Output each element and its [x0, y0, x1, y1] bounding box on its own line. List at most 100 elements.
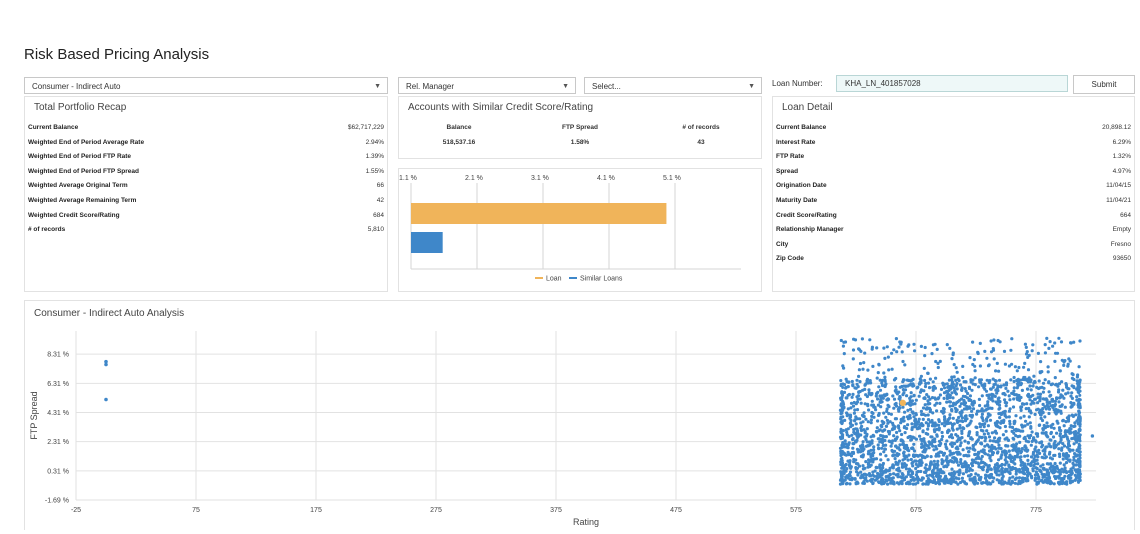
scatter-point: [1008, 422, 1012, 426]
scatter-point: [1065, 482, 1069, 486]
scatter-point: [918, 463, 922, 467]
scatter-point: [934, 359, 938, 364]
scatter-point: [1068, 449, 1072, 453]
scatter-point: [916, 454, 920, 458]
scatter-point: [873, 469, 877, 473]
scatter-point: [1046, 469, 1050, 473]
scatter-point: [983, 404, 987, 408]
scatter-point: [1064, 434, 1068, 438]
scatter-point: [1065, 480, 1069, 484]
scatter-point: [893, 402, 897, 406]
scatter-point: [1036, 455, 1040, 459]
scatter-point: [1014, 445, 1018, 449]
scatter-point: [1011, 466, 1016, 471]
scatter-point: [1015, 448, 1019, 453]
loan-detail-label: Spread: [776, 167, 799, 175]
scatter-point: [954, 480, 958, 484]
scatter-point: [849, 401, 854, 405]
scatter-point: [886, 403, 890, 407]
scatter-point: [934, 376, 938, 380]
scatter-point: [958, 436, 962, 440]
scatter-point: [924, 463, 928, 467]
scatter-point: [1035, 450, 1039, 454]
scatter-point: [943, 420, 947, 424]
scatter-point: [936, 361, 940, 365]
scatter-point: [838, 482, 843, 486]
scatter-point: [874, 429, 879, 434]
scatter-point: [955, 439, 959, 443]
scatter-point: [1008, 476, 1012, 480]
scatter-point: [1031, 384, 1035, 388]
scatter-point: [996, 397, 1000, 401]
scatter-point: [1074, 413, 1078, 417]
scatter-point: [980, 454, 984, 459]
second-select[interactable]: Select... ▼: [584, 77, 762, 94]
scatter-point: [950, 391, 954, 395]
scatter-point: [1036, 401, 1040, 405]
scatter-x-tick-label: 75: [192, 507, 200, 514]
scatter-point: [1014, 469, 1019, 474]
scatter-point: [880, 446, 884, 450]
scatter-point: [1000, 462, 1004, 467]
scatter-point: [951, 456, 955, 460]
portfolio-select[interactable]: Consumer - Indirect Auto ▼: [24, 77, 388, 94]
scatter-point: [958, 398, 962, 402]
scatter-point: [987, 475, 991, 479]
scatter-point: [976, 473, 980, 477]
recap-row: Current Balance $62,717,229: [28, 123, 384, 133]
scatter-point: [888, 420, 892, 424]
scatter-point: [962, 399, 966, 403]
scatter-point: [894, 337, 899, 341]
scatter-y-tick-label: -1.69 %: [45, 498, 69, 505]
scatter-point: [859, 433, 863, 437]
scatter-point: [1078, 339, 1082, 343]
scatter-point: [1020, 402, 1025, 406]
submit-button[interactable]: Submit: [1073, 75, 1135, 94]
scatter-point: [1035, 432, 1040, 436]
loan-number-label: Loan Number:: [772, 79, 823, 88]
scatter-point: [1052, 426, 1056, 430]
scatter-point: [879, 398, 883, 402]
scatter-point: [942, 471, 946, 475]
scatter-point: [1051, 464, 1055, 468]
scatter-point: [1026, 368, 1031, 372]
recap-value: 1.55%: [365, 167, 384, 175]
scatter-point: [842, 390, 847, 394]
scatter-point: [921, 412, 926, 416]
scatter-point: [940, 460, 944, 465]
scatter-point: [884, 415, 888, 419]
scatter-point: [960, 476, 965, 480]
scatter-point: [933, 430, 937, 434]
scatter-point: [1011, 405, 1016, 409]
loan-detail-row: Current Balance 20,898.12: [776, 123, 1131, 133]
scatter-point: [995, 462, 999, 466]
scatter-point: [1009, 378, 1013, 382]
scatter-point: [864, 437, 868, 442]
scatter-point: [1023, 464, 1027, 468]
scatter-point: [943, 382, 947, 386]
scatter-point: [1065, 470, 1069, 475]
scatter-point: [848, 416, 852, 420]
scatter-point: [979, 461, 983, 465]
scatter-point: [997, 446, 1001, 450]
scatter-outlier-point: [104, 397, 108, 402]
scatter-point: [923, 345, 927, 350]
scatter-point: [1046, 424, 1050, 428]
scatter-point: [874, 408, 878, 412]
scatter-point: [996, 420, 1000, 424]
scatter-point: [885, 392, 889, 396]
scatter-point: [915, 475, 920, 479]
scatter-point: [1073, 478, 1077, 482]
loan-number-input[interactable]: KHA_LN_401857028: [836, 75, 1068, 92]
scatter-point: [899, 421, 903, 425]
scatter-point: [1019, 449, 1024, 454]
scatter-point: [934, 397, 938, 401]
scatter-point: [877, 429, 881, 433]
scatter-point: [1029, 426, 1033, 430]
scatter-loan-highlight-point: [899, 399, 906, 407]
recap-value: $62,717,229: [347, 124, 384, 131]
scatter-point: [896, 407, 901, 411]
scatter-point: [891, 421, 895, 425]
scatter-point: [1047, 411, 1051, 416]
manager-select[interactable]: Rel. Manager ▼: [398, 77, 576, 94]
